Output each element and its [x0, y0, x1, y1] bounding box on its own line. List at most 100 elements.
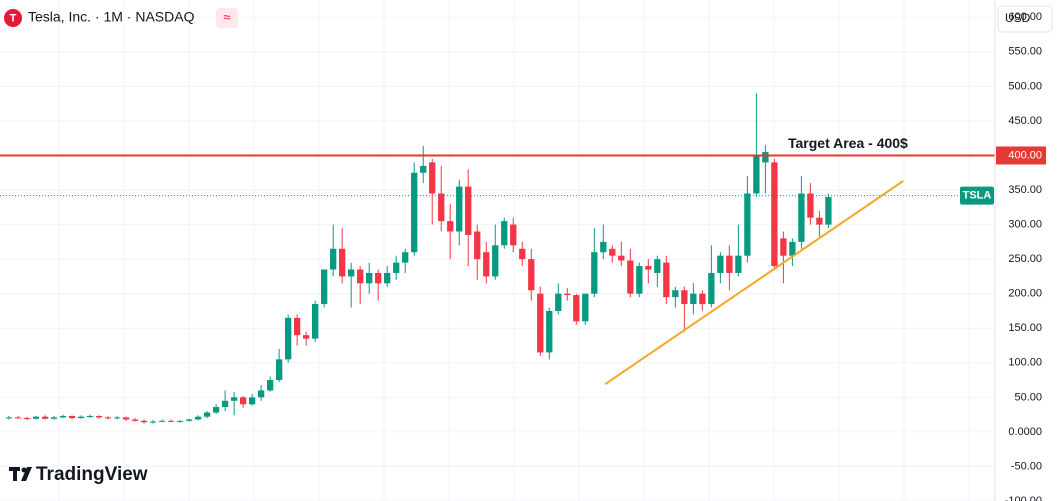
candle-body [681, 290, 688, 305]
candle-body [185, 419, 193, 421]
candle-body [546, 310, 553, 353]
candle-body [50, 417, 58, 419]
y-tick-label: 0.0000 [1008, 426, 1042, 438]
candle-body [375, 272, 382, 284]
candle-body [194, 416, 202, 420]
y-tick-label: 200.00 [1008, 288, 1042, 300]
candle-body [321, 269, 328, 305]
candle-body [798, 193, 805, 242]
candle-body [744, 193, 751, 256]
candle-body [726, 255, 733, 273]
symbol-tag [960, 186, 994, 205]
candle-body [312, 304, 319, 339]
candle-body [600, 241, 607, 253]
candle-body [14, 417, 22, 419]
brand: TradingView [36, 464, 148, 485]
brand-logo [9, 467, 32, 481]
candle-body [564, 293, 571, 296]
candle-body [591, 252, 598, 294]
candle-body [699, 293, 706, 305]
candle-body [176, 420, 184, 422]
candle-body [519, 248, 526, 260]
y-tick-label: 450.00 [1008, 115, 1042, 127]
candle-body [77, 416, 85, 419]
candle-body [618, 255, 625, 261]
y-tick-label: -50.00 [1011, 460, 1042, 472]
candle-body [86, 416, 94, 418]
symbol-title: Tesla, Inc. · 1M · NASDAQ [28, 9, 195, 25]
candle-body [825, 196, 832, 225]
candle-body [429, 162, 436, 194]
candle-body [690, 293, 697, 305]
candle-body [627, 260, 634, 294]
candle-body [537, 293, 544, 353]
candle-body [636, 266, 643, 294]
candle-body [167, 420, 175, 422]
candle-body [573, 295, 580, 322]
y-tick-label: -100.00 [1005, 495, 1042, 501]
candle-body [420, 165, 427, 173]
candle-body [303, 335, 310, 339]
candle-body [735, 255, 742, 273]
candle-body [708, 272, 715, 305]
candle-body [762, 152, 769, 163]
candle-body [158, 420, 166, 422]
candle-body [411, 172, 418, 253]
indicator-icon[interactable] [216, 8, 238, 28]
candle-body [266, 380, 274, 391]
candle-body [104, 417, 112, 419]
candle-body [384, 272, 391, 284]
candle-body [555, 293, 562, 311]
candle-body [239, 397, 247, 405]
candle-body [474, 231, 481, 260]
candle-body [780, 238, 787, 256]
candle-body [230, 397, 238, 401]
y-tick-label: 300.00 [1008, 218, 1042, 230]
candle-body [501, 221, 508, 246]
y-tick-label: 550.00 [1008, 46, 1042, 58]
candle-body [654, 259, 661, 273]
candle-body [23, 418, 31, 420]
vertical-grid [58, 0, 970, 501]
symbol-tag-label: TSLA [963, 189, 992, 201]
candle-body [149, 421, 157, 423]
candle-body [41, 416, 49, 419]
candle-body [366, 272, 373, 284]
candle-body [510, 224, 517, 246]
y-tick-label: 50.00 [1014, 391, 1042, 403]
candle-body [32, 416, 40, 419]
candle-body [284, 317, 292, 360]
candle-body [140, 420, 148, 423]
plot: Target Area - 400$ [0, 16, 995, 501]
candle-body [816, 217, 823, 225]
candle-body [221, 400, 229, 408]
candle-body [68, 416, 76, 419]
target-price-label: 400.00 [1008, 149, 1042, 161]
y-tick-label: 500.00 [1008, 80, 1042, 92]
candle-body [672, 290, 679, 298]
candle-body [212, 407, 220, 413]
candle-body [5, 417, 13, 419]
candle-body [113, 417, 121, 419]
candle-body [257, 390, 265, 398]
candle-body [492, 245, 499, 277]
currency: USD [1005, 11, 1031, 25]
candle-body [456, 186, 463, 232]
candle-body [203, 412, 211, 417]
candle-body [663, 262, 670, 298]
candle-body [122, 417, 130, 420]
candle-body [645, 266, 652, 270]
trend-line [604, 180, 904, 386]
candle-body [609, 248, 616, 256]
candle-body [528, 259, 535, 291]
logo [4, 9, 22, 27]
currency-button[interactable] [997, 5, 1053, 33]
candle-body [339, 248, 346, 277]
candle-body [771, 162, 778, 267]
y-tick-label: 100.00 [1008, 357, 1042, 369]
candle-body [330, 248, 337, 270]
candle-body [275, 359, 283, 381]
target-annotation: Target Area - 400$ [788, 135, 908, 151]
